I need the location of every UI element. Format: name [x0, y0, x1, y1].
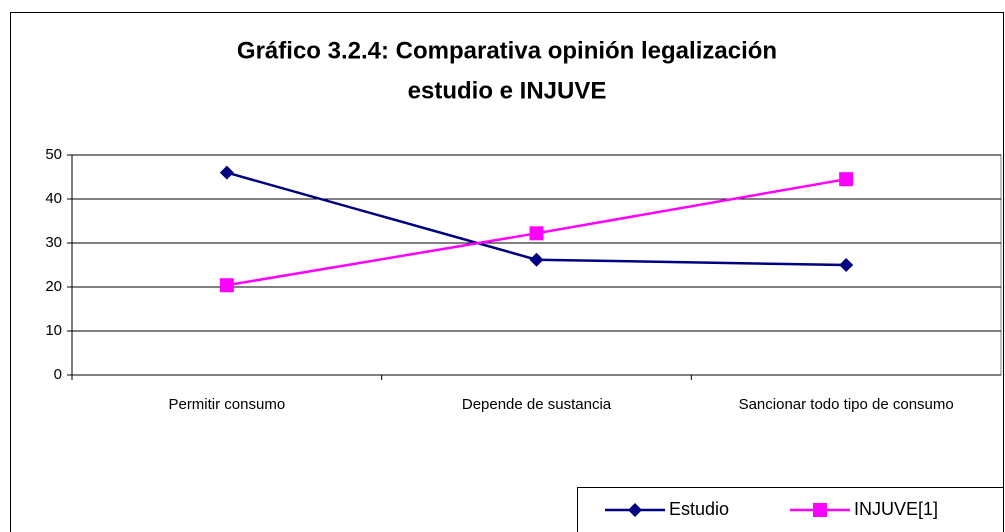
x-tick-label: Permitir consumo — [168, 396, 285, 413]
chart-title: Gráfico 3.2.4: Comparativa opinión legal… — [237, 37, 777, 64]
tick-label-line: Depende de sustancia — [462, 396, 612, 413]
y-tick-label: 30 — [45, 234, 62, 251]
marker — [219, 165, 234, 180]
marker — [219, 278, 234, 293]
legend-label: INJUVE[1] — [854, 499, 938, 519]
y-tick-label: 10 — [45, 322, 62, 339]
legend-label: Estudio — [669, 499, 729, 519]
chart-title: estudio e INJUVE — [408, 77, 607, 104]
legend-marker — [813, 503, 827, 517]
marker — [839, 172, 854, 187]
y-tick-label: 40 — [45, 190, 62, 207]
marker — [529, 252, 544, 267]
y-tick-label: 50 — [45, 146, 62, 163]
chart-border — [10, 12, 1004, 532]
marker — [529, 226, 544, 241]
x-tick-label: Depende de sustancia — [462, 396, 612, 413]
y-tick-label: 20 — [45, 278, 62, 295]
marker — [839, 258, 854, 272]
y-tick-label: 0 — [54, 366, 62, 383]
tick-label-line: Sancionar todo tipo de consumo — [739, 396, 954, 413]
x-tick-label: Sancionar todo tipo de consumo — [739, 396, 954, 413]
legend-marker — [628, 503, 642, 517]
tick-label-line: Permitir consumo — [168, 396, 285, 413]
